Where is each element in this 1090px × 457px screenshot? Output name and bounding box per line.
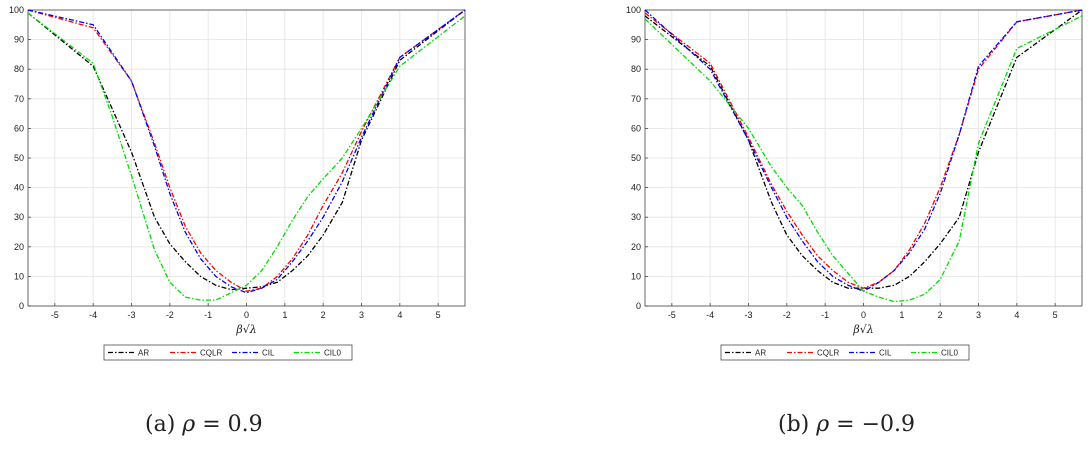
caption-a: (a) ρ = 0.9 bbox=[145, 412, 263, 437]
legend: AR CQLR CIL CIL0 bbox=[103, 344, 353, 361]
x-tick-label: 5 bbox=[1053, 310, 1058, 320]
x-tick-label: 0 bbox=[244, 310, 249, 320]
series-line-cil bbox=[27, 9, 466, 294]
y-tick-label: 40 bbox=[631, 183, 641, 193]
y-tick-label: 100 bbox=[9, 5, 24, 15]
y-tick-label: 60 bbox=[14, 123, 24, 133]
x-tick-label: 3 bbox=[976, 310, 981, 320]
x-tick-label: 1 bbox=[282, 310, 287, 320]
grid bbox=[645, 9, 1082, 307]
x-tick-label: -3 bbox=[744, 310, 752, 320]
caption-a-symbol: ρ bbox=[182, 412, 196, 437]
caption-a-label: (a) bbox=[145, 412, 176, 437]
y-tick-label: 10 bbox=[631, 271, 641, 281]
x-axis-label: β√λ bbox=[852, 323, 873, 336]
x-tick-label: -1 bbox=[204, 310, 212, 320]
y-tick-label: 50 bbox=[14, 153, 24, 163]
legend-label-ar: AR bbox=[755, 349, 766, 358]
series-line-cil0 bbox=[27, 12, 466, 301]
legend-label-cil0: CIL0 bbox=[941, 349, 958, 358]
x-axis-label: β√λ bbox=[235, 323, 256, 336]
y-tick-label: 50 bbox=[631, 153, 641, 163]
legend-label-ar: AR bbox=[138, 349, 149, 358]
x-tick-label: 1 bbox=[899, 310, 904, 320]
legend-label-cqlr: CQLR bbox=[200, 349, 222, 358]
y-tick-label: 90 bbox=[631, 35, 641, 45]
y-tick-label: 70 bbox=[631, 94, 641, 104]
caption-b-symbol: ρ bbox=[816, 412, 830, 437]
x-tick-label: -2 bbox=[166, 310, 174, 320]
y-tick-label: 20 bbox=[14, 242, 24, 252]
x-tick-label: -4 bbox=[706, 310, 714, 320]
x-tick-label: -5 bbox=[51, 310, 59, 320]
x-tick-label: -2 bbox=[783, 310, 791, 320]
caption-b-rest: = −0.9 bbox=[829, 412, 916, 437]
x-tick-label: -3 bbox=[127, 310, 135, 320]
x-tick-label: 4 bbox=[1014, 310, 1019, 320]
y-tick-label: 70 bbox=[14, 94, 24, 104]
legend-label-cil: CIL bbox=[262, 349, 275, 358]
y-tick-label: 0 bbox=[19, 301, 24, 311]
legend-box bbox=[720, 344, 970, 361]
series-line-ar bbox=[27, 9, 466, 291]
y-tick-label: 30 bbox=[14, 212, 24, 222]
legend-label-cil: CIL bbox=[879, 349, 892, 358]
y-tick-label: 40 bbox=[14, 183, 24, 193]
series-line-cqlr bbox=[27, 9, 466, 292]
x-tick-label: 2 bbox=[938, 310, 943, 320]
caption-a-rest: = 0.9 bbox=[195, 412, 263, 437]
x-tick-label: 2 bbox=[321, 310, 326, 320]
chart-a: -5 -4 -3 -2 -1 0 1 2 3 4 50102030405060708090100β√… bbox=[9, 5, 466, 361]
y-tick-label: 30 bbox=[631, 212, 641, 222]
legend-label-cil0: CIL0 bbox=[324, 349, 341, 358]
x-tick-label: -4 bbox=[89, 310, 97, 320]
x-tick-label: 4 bbox=[397, 310, 402, 320]
y-tick-label: 20 bbox=[631, 242, 641, 252]
x-tick-label: 5 bbox=[436, 310, 441, 320]
x-tick-label: 0 bbox=[861, 310, 866, 320]
y-tick-label: 100 bbox=[626, 5, 641, 15]
x-tick-label: 3 bbox=[359, 310, 364, 320]
caption-b: (b) ρ = −0.9 bbox=[778, 412, 915, 437]
x-tick-label: -1 bbox=[821, 310, 829, 320]
legend-label-cqlr: CQLR bbox=[817, 349, 839, 358]
legend-box bbox=[103, 344, 353, 361]
y-tick-label: 90 bbox=[14, 35, 24, 45]
y-tick-label: 0 bbox=[636, 301, 641, 311]
y-tick-label: 80 bbox=[631, 64, 641, 74]
grid bbox=[28, 9, 465, 307]
chart-b: -5 -4 -3 -2 -1 0 1 2 3 4 50102030405060708090100β√… bbox=[626, 5, 1083, 361]
series-line-ar bbox=[644, 9, 1083, 289]
chart-panel-b: -5 -4 -3 -2 -1 0 1 2 3 4 5 0 10 20 30 40 50 60 70 80 90 100 β√… bbox=[617, 0, 1090, 380]
series-line-cil0 bbox=[644, 15, 1083, 303]
y-tick-label: 10 bbox=[14, 271, 24, 281]
caption-b-label: (b) bbox=[778, 412, 810, 437]
y-tick-label: 60 bbox=[631, 123, 641, 133]
chart-panel-a: -5 -4 -3 -2 -1 0 1 2 3 4 5 0 10 20 30 40 50 60 70 80 90 100 β√… bbox=[0, 0, 475, 380]
x-tick-label: -5 bbox=[668, 310, 676, 320]
y-tick-label: 80 bbox=[14, 64, 24, 74]
legend: AR CQLR CIL CIL0 bbox=[720, 344, 970, 361]
